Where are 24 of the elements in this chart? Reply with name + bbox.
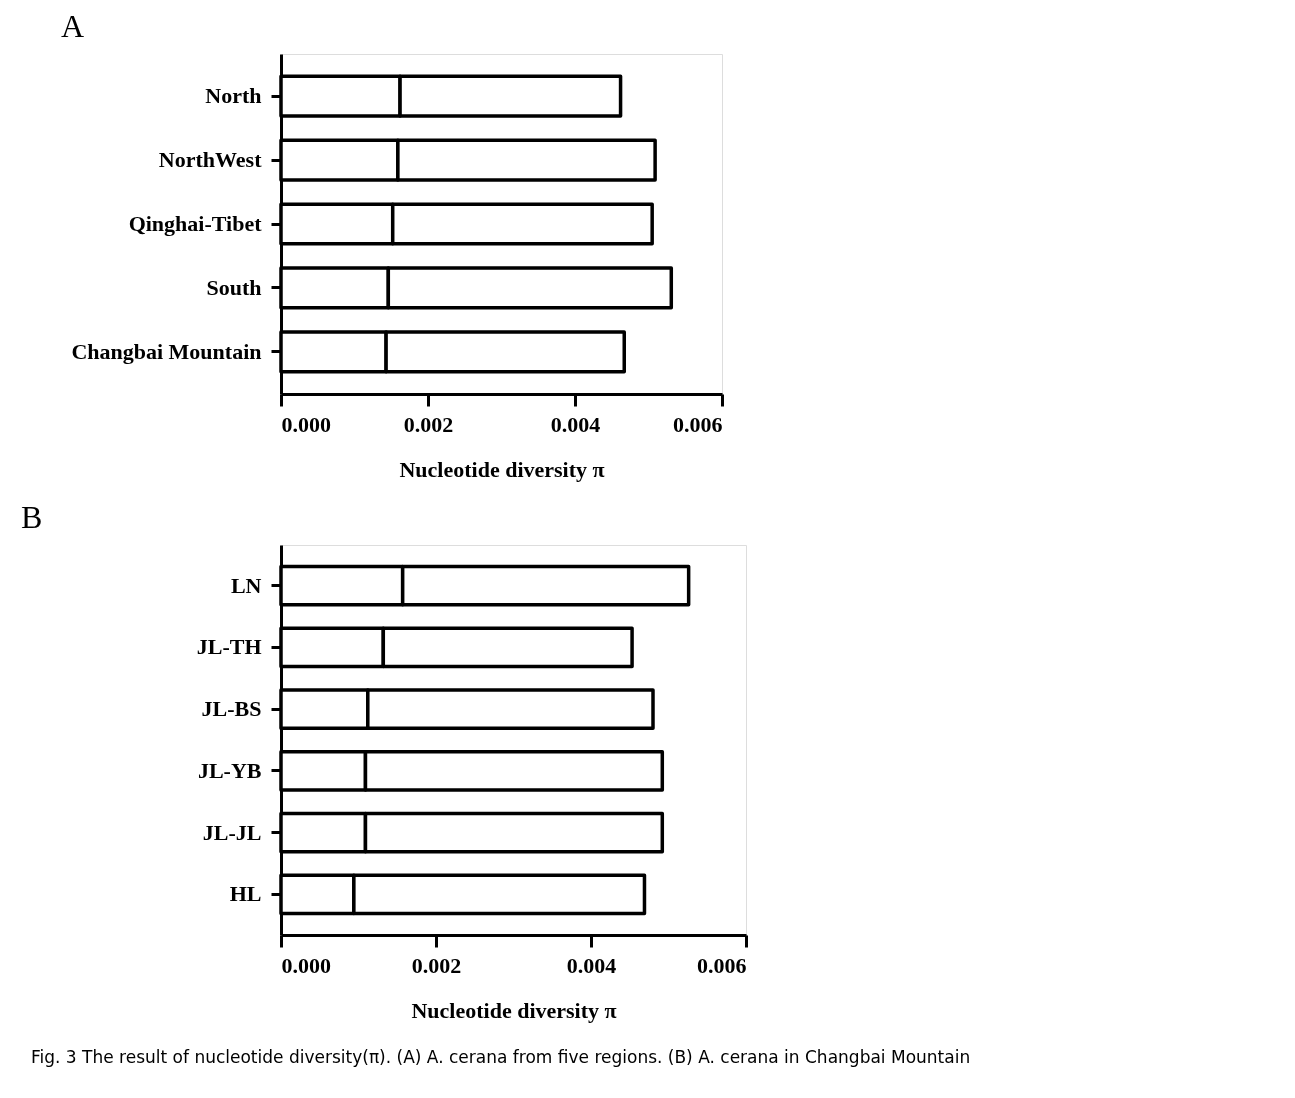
x-axis-title: Nucleotide diversity π xyxy=(399,456,605,482)
x-tick-label: 0.006 xyxy=(697,952,747,978)
x-tick-label: 0.002 xyxy=(403,411,454,437)
caption: Fig. 3 The result of nucleotide diversity(π). (A) A. cerana from five regions. (B) A. cerana in Changbai Mountain xyxy=(31,1047,971,1067)
y-tick-label: JL-BS xyxy=(201,696,262,722)
y-tick-label: HL xyxy=(229,881,262,907)
y-tick-label: North xyxy=(205,83,262,109)
chart-title: A xyxy=(60,8,84,44)
y-tick-label: Changbai Mountain xyxy=(71,338,262,364)
y-tick-label: JL-TH xyxy=(196,634,262,660)
y-tick-label: JL-JL xyxy=(202,819,262,845)
x-tick-label: 0.004 xyxy=(566,952,617,978)
x-tick-label: 0.000 xyxy=(281,952,331,978)
x-axis-title: Nucleotide diversity π xyxy=(411,997,617,1023)
y-tick-label: JL-YB xyxy=(197,757,262,783)
x-tick-label: 0.004 xyxy=(550,411,601,437)
chart-title: B xyxy=(21,499,43,535)
y-tick-label: LN xyxy=(230,572,262,598)
y-tick-label: NorthWest xyxy=(158,147,263,173)
x-tick-label: 0.006 xyxy=(673,411,723,437)
x-tick-label: 0.000 xyxy=(281,411,331,437)
y-tick-label: Qinghai-Tibet xyxy=(128,211,263,236)
x-tick-label: 0.002 xyxy=(411,952,462,978)
y-tick-label: South xyxy=(206,274,262,300)
